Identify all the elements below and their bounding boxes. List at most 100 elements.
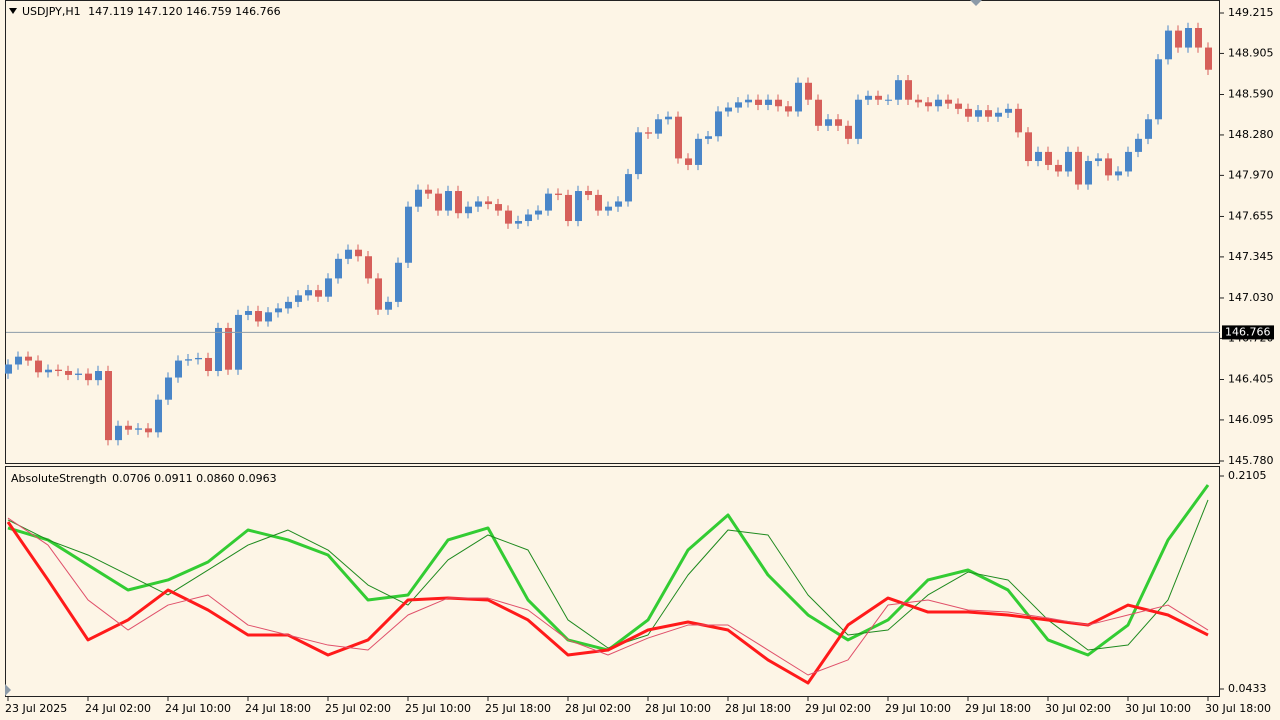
candle-body [545, 193, 552, 211]
candle-body [425, 189, 432, 194]
candle-body [375, 278, 382, 310]
candle-body [815, 99, 822, 126]
indicator-values: 0.0706 0.0911 0.0860 0.0963 [112, 472, 276, 485]
candle-body [645, 132, 652, 134]
candle-body [165, 377, 172, 400]
candle-body [765, 99, 772, 105]
candle-body [705, 136, 712, 139]
y-tick-label: 0.2105 [1228, 469, 1267, 482]
candle-body [1185, 27, 1192, 48]
candle-body [675, 116, 682, 159]
current-price-box [1222, 325, 1274, 340]
indicator-line [7, 517, 1209, 676]
candle-body [935, 99, 942, 107]
candle-body [785, 106, 792, 112]
candle-body [405, 206, 412, 263]
candle-body [855, 99, 862, 139]
x-tick-label: 29 Jul 10:00 [885, 702, 951, 715]
candle-body [1075, 151, 1082, 185]
candle-body [1045, 151, 1052, 165]
menu-arrow[interactable] [9, 8, 17, 14]
candle-body [735, 102, 742, 108]
x-tick-label: 28 Jul 02:00 [565, 702, 631, 715]
candle-body [465, 206, 472, 214]
candle-body [1125, 151, 1132, 172]
candle-body [575, 191, 582, 222]
candle-body [215, 327, 222, 372]
symbol-title: USDJPY,H1 [22, 5, 81, 18]
x-tick-label: 28 Jul 10:00 [645, 702, 711, 715]
candle-body [665, 116, 672, 120]
candle-body [715, 111, 722, 137]
y-tick-label: 146.095 [1228, 413, 1274, 426]
candle-body [1055, 164, 1062, 172]
candle-body [435, 193, 442, 211]
y-tick-label: 145.780 [1228, 454, 1274, 467]
x-tick-label: 30 Jul 10:00 [1125, 702, 1191, 715]
candle-body [395, 262, 402, 302]
candle-body [1015, 108, 1022, 133]
candle-body [455, 191, 462, 214]
candle-body [285, 301, 292, 309]
candle-body [1155, 59, 1162, 120]
y-tick-label: 147.655 [1228, 209, 1274, 222]
candle-body [1205, 47, 1212, 70]
candle-body [325, 278, 332, 297]
x-tick-label: 24 Jul 18:00 [245, 702, 311, 715]
candle-body [825, 119, 832, 126]
candle-body [475, 201, 482, 207]
candle-body [445, 191, 452, 211]
candle-body [155, 399, 162, 433]
candle-body [655, 119, 662, 134]
candle-body [95, 371, 102, 381]
candle-body [1005, 108, 1012, 113]
candle-body [335, 258, 342, 279]
candle-body [385, 301, 392, 310]
candle-body [35, 360, 42, 373]
indicator-line [7, 499, 1209, 651]
candle-body [1175, 30, 1182, 48]
candle-body [755, 99, 762, 105]
candle-body [585, 191, 592, 195]
candle-body [175, 360, 182, 378]
candle-body [345, 249, 352, 259]
candle-body [795, 82, 802, 112]
price-panel [5, 0, 1220, 464]
y-tick-label: 148.590 [1228, 88, 1274, 101]
candle-body [1035, 151, 1042, 162]
candle-body [1115, 171, 1122, 176]
candle-body [85, 373, 92, 381]
candle-body [225, 327, 232, 370]
candle-body [885, 99, 892, 101]
shift-marker [970, 0, 982, 6]
candle-body [55, 369, 62, 372]
scroll-marker [5, 684, 11, 696]
candle-body [25, 356, 32, 361]
candle-body [505, 210, 512, 224]
x-tick-label: 24 Jul 02:00 [85, 702, 151, 715]
candle-body [635, 132, 642, 175]
candle-body [295, 295, 302, 302]
candle-body [695, 138, 702, 165]
candle-body [565, 194, 572, 222]
candle-body [205, 357, 212, 372]
candle-body [45, 369, 52, 373]
candle-body [745, 99, 752, 103]
candle-body [115, 425, 122, 441]
x-tick-label: 23 Jul 2025 [5, 702, 67, 715]
candle-body [525, 214, 532, 222]
candle-body [1025, 132, 1032, 162]
x-tick-label: 28 Jul 18:00 [725, 702, 791, 715]
candle-body [805, 82, 812, 100]
candle-body [1105, 158, 1112, 176]
y-tick-label: 146.405 [1228, 372, 1274, 385]
candle-body [995, 112, 1002, 117]
candle-body [65, 371, 72, 375]
candle-body [725, 107, 732, 112]
candle-body [265, 312, 272, 322]
candle-body [1095, 158, 1102, 162]
candle-body [685, 158, 692, 165]
candle-body [305, 290, 312, 296]
x-tick-label: 30 Jul 02:00 [1045, 702, 1111, 715]
